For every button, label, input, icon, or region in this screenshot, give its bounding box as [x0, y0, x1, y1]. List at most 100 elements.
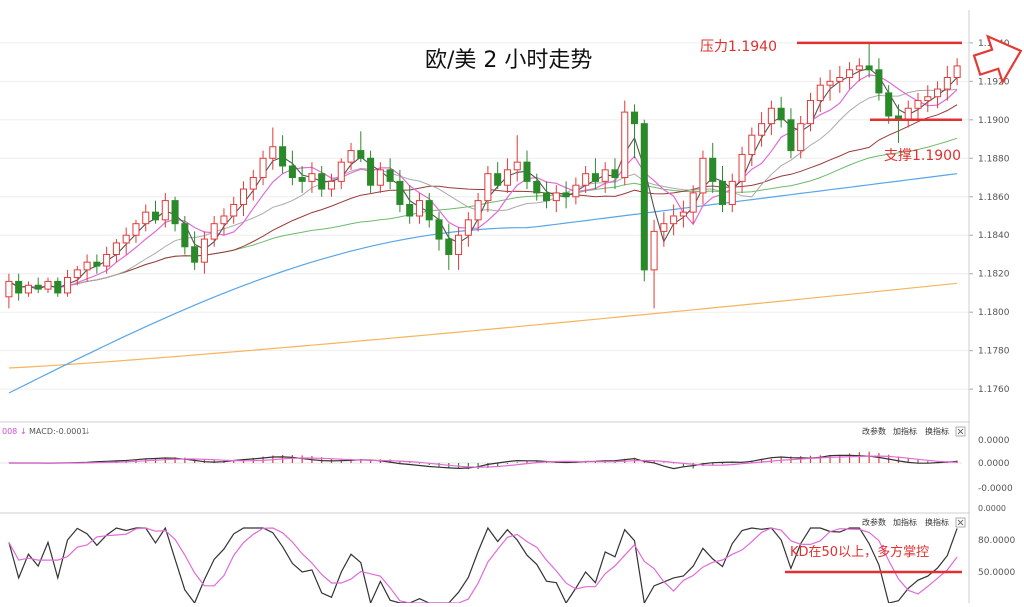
candle-bull — [24, 284, 32, 294]
macd-prefix: 008 — [2, 427, 17, 436]
candle-bull — [73, 269, 81, 279]
candle-bull — [914, 100, 922, 109]
candle-bull — [503, 169, 511, 186]
macd-buttons: 改参数 加指标 换指标 — [862, 426, 966, 437]
candle-bull — [230, 203, 238, 217]
candle-bull — [943, 76, 951, 90]
candle-bear — [191, 246, 199, 263]
candle-bull — [337, 161, 345, 182]
candle-bull — [474, 200, 482, 221]
macd-close-icon[interactable] — [955, 426, 966, 437]
candle-bear — [709, 157, 717, 182]
candle-bear — [298, 177, 306, 182]
candle-bull — [738, 153, 746, 182]
kd-d-line — [8, 527, 958, 604]
y-tick-label: 1.1780 — [978, 347, 1010, 357]
ma-brown-line — [8, 104, 958, 288]
candle-bull — [826, 80, 834, 86]
main-y-ticks: 1.19401.19201.19001.18801.18601.18401.18… — [969, 39, 1010, 395]
candle-bull — [327, 180, 336, 190]
candle-bull — [836, 76, 844, 82]
y-tick-label: 1.1840 — [978, 231, 1010, 241]
kd-lines — [8, 526, 958, 605]
candle-bull — [112, 242, 120, 255]
candle-bear — [386, 169, 394, 182]
kd-close-icon[interactable] — [955, 517, 966, 528]
candle-bull — [239, 188, 248, 205]
candle-bull — [767, 107, 775, 125]
candle-bear — [885, 92, 893, 117]
candle-bear — [151, 211, 160, 221]
candle-bull — [806, 100, 815, 125]
candle-bear — [406, 203, 414, 217]
support-label: 支撑1.1900 — [884, 148, 961, 164]
candle-bull — [269, 146, 277, 159]
candle-bull — [572, 184, 580, 198]
candle-bear — [288, 165, 296, 179]
candle-bull — [699, 157, 707, 194]
candle-bull — [249, 177, 257, 190]
y-tick-label: 1.1800 — [978, 308, 1010, 318]
candle-bear — [494, 173, 502, 186]
y-tick-label: 1.1820 — [978, 270, 1010, 280]
candle-bear — [93, 261, 101, 267]
macd-arrow-down-icon: ↓ — [20, 427, 27, 436]
kd-y-ticks: 80.0000 50.0000 — [978, 536, 1015, 578]
candle-bull — [132, 223, 140, 236]
candle-bear — [425, 200, 433, 221]
macd-tick-label: 0.0000 — [978, 459, 1010, 469]
macd-y-ticks: 0.0000 0.0000 -0.0000 — [0, 436, 1013, 494]
candle-bear — [357, 150, 365, 159]
candle-bull — [582, 173, 590, 186]
macd-label: MACD:-0.0001 — [29, 427, 87, 436]
macd-header: 008 ↓ MACD:-0.0001 ↓ — [2, 427, 91, 436]
candle-bear — [445, 238, 453, 255]
ma-green-line — [8, 137, 958, 288]
ma-blue-line — [8, 173, 958, 394]
candle-bull — [455, 234, 463, 255]
annotation-lines — [797, 41, 962, 122]
candle-bull — [728, 180, 736, 205]
kd-add-indicator-button[interactable]: 加指标 — [893, 517, 917, 527]
candle-bull — [210, 223, 218, 240]
macd-add-indicator-button[interactable]: 加指标 — [893, 426, 917, 436]
moving-averages — [8, 67, 958, 394]
candle-bear — [435, 219, 443, 240]
kd-switch-indicator-button[interactable]: 换指标 — [925, 517, 949, 527]
candles — [5, 42, 961, 309]
candle-bull — [689, 192, 697, 213]
macd-lines — [8, 454, 958, 470]
candle-bull — [122, 234, 130, 244]
candle-bear — [181, 223, 189, 248]
candle-bull — [220, 215, 228, 225]
y-tick-label: 1.1880 — [978, 154, 1010, 164]
candle-bear — [875, 69, 883, 94]
trend-arrow-icon — [972, 34, 1023, 85]
candle-bull — [855, 65, 863, 71]
candle-bull — [484, 173, 492, 202]
candle-bear — [523, 161, 531, 182]
macd-edit-params-button[interactable]: 改参数 — [862, 426, 886, 436]
candle-bear — [591, 173, 599, 182]
y-tick-label: 1.1860 — [978, 193, 1010, 203]
candle-bear — [611, 169, 619, 179]
y-tick-label: 1.1920 — [978, 77, 1010, 87]
resistance-label: 压力1.1940 — [700, 39, 777, 55]
candle-bull — [679, 211, 687, 217]
candle-bear — [279, 146, 287, 167]
candle-bull — [816, 84, 824, 102]
candle-bear — [630, 111, 639, 125]
candle-bull — [758, 123, 766, 136]
candle-bear — [543, 192, 551, 202]
candle-bear — [533, 180, 541, 194]
candle-bear — [640, 123, 648, 271]
candle-bear — [865, 65, 873, 71]
macd-switch-indicator-button[interactable]: 换指标 — [925, 426, 949, 436]
kd-buttons: 改参数 加指标 换指标 — [862, 517, 966, 528]
kd-edit-params-button[interactable]: 改参数 — [862, 517, 886, 527]
candle-bull — [161, 200, 169, 221]
macd-dea-line — [8, 455, 958, 468]
kd-top-tick: 0.0000 — [978, 504, 1006, 513]
